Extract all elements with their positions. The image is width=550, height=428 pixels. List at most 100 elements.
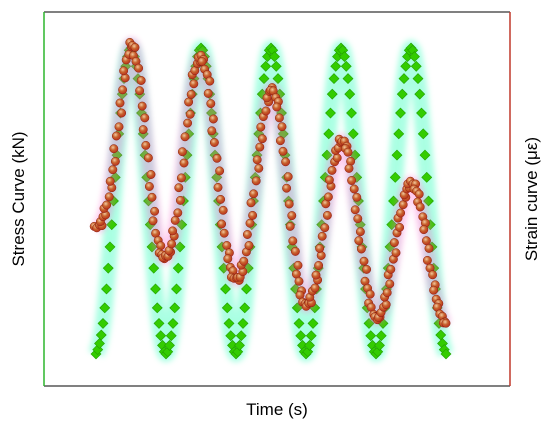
strain-point xyxy=(282,183,292,193)
strain-point xyxy=(320,223,330,233)
strain-point xyxy=(170,215,180,225)
stress-point xyxy=(395,107,406,119)
stress-point xyxy=(167,317,179,329)
strain-point xyxy=(104,192,114,202)
strain-point xyxy=(350,205,360,215)
strain-point xyxy=(323,192,333,202)
stress-point xyxy=(412,73,424,85)
strain-point xyxy=(381,300,391,310)
strain-point xyxy=(144,182,154,191)
strain-point xyxy=(356,244,366,254)
stress-point xyxy=(104,241,116,253)
stress-point xyxy=(270,60,282,72)
stress-point xyxy=(393,128,405,140)
stress-point xyxy=(305,330,317,342)
strain-point xyxy=(332,153,342,163)
y-axis-left-label: Stress Curve (kN) xyxy=(9,131,28,266)
strain-point xyxy=(117,108,127,118)
strain-series xyxy=(89,37,451,328)
strain-point xyxy=(167,239,177,249)
strain-point xyxy=(254,163,264,173)
strain-point xyxy=(140,113,150,123)
strain-point xyxy=(285,221,295,231)
stress-point xyxy=(99,302,111,314)
stress-point xyxy=(328,73,340,85)
strain-point xyxy=(141,140,151,150)
stress-point xyxy=(102,262,114,274)
strain-point xyxy=(110,156,120,166)
strain-point xyxy=(343,147,353,157)
strain-point xyxy=(102,200,112,210)
strain-point xyxy=(173,208,183,218)
strain-point xyxy=(223,254,233,264)
strain-point xyxy=(349,184,359,194)
strain-point xyxy=(186,89,196,99)
strain-point xyxy=(382,288,392,298)
stress-point xyxy=(155,330,167,342)
stress-point xyxy=(172,262,184,274)
strain-point xyxy=(294,276,304,286)
stress-point xyxy=(235,330,247,342)
stress-point xyxy=(391,149,403,161)
strain-point xyxy=(386,264,396,274)
strain-point xyxy=(216,194,226,204)
strain-point xyxy=(311,270,321,280)
strain-point xyxy=(322,210,332,220)
strain-point xyxy=(422,255,432,265)
stress-point xyxy=(95,329,107,341)
stress-point xyxy=(295,330,307,342)
strain-point xyxy=(428,270,438,280)
strain-point xyxy=(150,206,160,216)
strain-point xyxy=(261,106,271,116)
strain-point xyxy=(197,57,207,66)
strain-point xyxy=(421,236,431,246)
y-axis-right-label: Strain curve (με) xyxy=(522,137,541,261)
stress-point xyxy=(223,317,235,329)
strain-point xyxy=(175,195,185,205)
strain-point xyxy=(278,146,288,156)
strain-point xyxy=(277,122,287,132)
strain-point xyxy=(355,227,365,237)
strain-point xyxy=(136,76,146,85)
strain-point xyxy=(108,165,118,175)
stress-point xyxy=(258,73,270,85)
stress-point xyxy=(241,283,252,295)
strain-point xyxy=(218,205,228,215)
stress-point xyxy=(148,262,160,274)
strain-point xyxy=(424,243,434,253)
stress-point xyxy=(346,107,357,119)
strain-point xyxy=(251,176,261,186)
stress-point xyxy=(164,339,175,351)
stress-point xyxy=(260,60,272,72)
strain-point xyxy=(184,97,194,107)
stress-point xyxy=(234,339,245,351)
strain-point xyxy=(315,243,325,253)
stress-point xyxy=(150,283,161,295)
stress-point xyxy=(307,317,319,329)
strain-point xyxy=(118,85,128,95)
stress-point xyxy=(344,88,356,100)
stress-point xyxy=(374,339,385,351)
stress-point xyxy=(410,60,422,72)
strain-point xyxy=(293,260,303,270)
strain-point xyxy=(314,261,324,270)
stress-point xyxy=(151,302,163,314)
strain-point xyxy=(252,155,262,165)
strain-point xyxy=(138,125,148,135)
strain-point xyxy=(419,225,429,235)
stress-point xyxy=(416,107,427,119)
stress-point xyxy=(239,302,251,314)
strain-point xyxy=(217,219,227,229)
strain-point xyxy=(274,113,284,123)
stress-point xyxy=(375,330,387,342)
strain-point xyxy=(310,283,320,293)
strain-point xyxy=(246,198,256,208)
strain-point xyxy=(398,200,408,210)
strain-point xyxy=(288,236,298,246)
strain-point xyxy=(415,202,425,212)
strain-point xyxy=(168,226,178,236)
strain-point xyxy=(115,98,125,108)
strain-point xyxy=(244,241,254,250)
strain-point xyxy=(119,66,129,76)
strain-point xyxy=(429,285,439,295)
